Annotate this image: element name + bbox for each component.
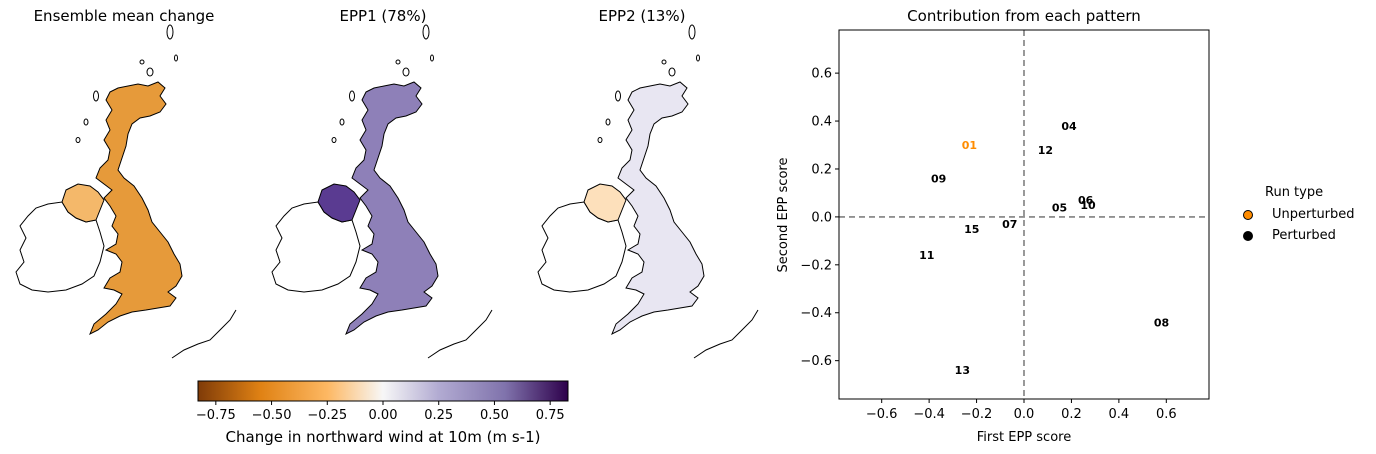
- map-island: [605, 118, 611, 126]
- map-island: [422, 24, 430, 40]
- y-tick-label: 0.0: [811, 210, 832, 225]
- x-tick-label: −0.4: [913, 407, 945, 422]
- point-label-13: 13: [955, 364, 970, 377]
- map-island: [615, 90, 621, 102]
- point-label-07: 07: [1002, 218, 1017, 231]
- map-ensemble-mean: [15, 24, 237, 359]
- x-tick-label: −0.2: [961, 407, 993, 422]
- y-tick-label: −0.2: [800, 258, 832, 273]
- map-title-epp1: EPP1 (78%): [339, 7, 427, 25]
- colorbar-gradient: [197, 380, 569, 402]
- map-title-mean: Ensemble mean change: [33, 7, 215, 25]
- y-tick-label: −0.6: [800, 354, 832, 369]
- map-epp2: [537, 24, 759, 359]
- legend-title: Run type: [1265, 185, 1324, 200]
- map-epp1: [271, 24, 493, 359]
- map-gb-region: [90, 82, 182, 334]
- colorbar-tick-label: 0.00: [369, 408, 398, 423]
- point-label-04: 04: [1061, 120, 1077, 133]
- legend-marker-perturbed: [1243, 230, 1253, 241]
- point-label-08: 08: [1154, 316, 1169, 329]
- legend-label-perturbed: Perturbed: [1272, 228, 1336, 243]
- map-france-coast: [427, 309, 493, 359]
- map-island: [402, 67, 410, 77]
- x-axis-label: First EPP score: [977, 430, 1071, 445]
- point-label-10: 10: [1080, 199, 1096, 212]
- map-island: [93, 90, 99, 102]
- map-island: [668, 67, 676, 77]
- x-tick-label: 0.6: [1156, 407, 1177, 422]
- point-label-11: 11: [919, 249, 934, 262]
- map-island: [349, 90, 355, 102]
- point-label-09: 09: [931, 173, 946, 186]
- x-tick-label: 0.0: [1014, 407, 1035, 422]
- colorbar-tick-label: 0.75: [536, 408, 565, 423]
- colorbar: −0.75 −0.50 −0.25 0.00 0.25 0.50 0.75: [196, 380, 569, 423]
- y-tick-label: 0.2: [811, 162, 832, 177]
- point-label-12: 12: [1038, 144, 1053, 157]
- legend-marker-unperturbed: [1243, 209, 1253, 220]
- y-axis-label: Second EPP score: [776, 158, 791, 273]
- colorbar-tick-label: −0.25: [307, 408, 347, 423]
- point-label-06: 06: [1078, 194, 1094, 207]
- map-island: [174, 54, 178, 62]
- colorbar-tick-label: −0.50: [252, 408, 292, 423]
- legend-item-unperturbed: Unperturbed: [1240, 204, 1355, 225]
- point-label-15: 15: [964, 223, 979, 236]
- x-tick-label: 0.2: [1061, 407, 1082, 422]
- map-island: [430, 54, 434, 62]
- scatter-plot: 01 04 05 06 07 08 09 10 11 12 13 15 −0.6 −0.4 −0.2 0.0…: [776, 29, 1210, 445]
- map-gb-region: [346, 82, 438, 334]
- colorbar-tick-label: −0.75: [196, 408, 236, 423]
- legend-item-perturbed: Perturbed: [1240, 225, 1355, 246]
- x-tick-label: 0.4: [1109, 407, 1130, 422]
- map-island: [597, 137, 603, 143]
- map-island: [166, 24, 174, 40]
- x-tick-label: −0.6: [866, 407, 898, 422]
- map-island: [696, 54, 700, 62]
- colorbar-tick-label: 0.50: [480, 408, 509, 423]
- map-island: [146, 67, 154, 77]
- colorbar-tick-label: 0.25: [424, 408, 453, 423]
- map-island: [83, 118, 89, 126]
- point-label-01: 01: [962, 139, 977, 152]
- map-france-coast: [693, 309, 759, 359]
- map-france-coast: [171, 309, 237, 359]
- y-tick-label: 0.4: [811, 115, 832, 130]
- map-island: [139, 59, 145, 65]
- y-tick-label: 0.6: [811, 67, 832, 82]
- scatter-title: Contribution from each pattern: [907, 7, 1141, 25]
- map-island: [688, 24, 696, 40]
- map-island: [661, 59, 667, 65]
- map-island: [339, 118, 345, 126]
- point-label-05: 05: [1052, 201, 1067, 214]
- legend-label-unperturbed: Unperturbed: [1272, 207, 1355, 222]
- map-island: [75, 137, 81, 143]
- map-island: [395, 59, 401, 65]
- y-tick-label: −0.4: [800, 306, 832, 321]
- colorbar-label: Change in northward wind at 10m (m s-1): [225, 428, 541, 446]
- legend: Run type Unperturbed Perturbed: [1240, 185, 1355, 246]
- map-title-epp2: EPP2 (13%): [598, 7, 686, 25]
- map-gb-region: [612, 82, 704, 334]
- map-island: [331, 137, 337, 143]
